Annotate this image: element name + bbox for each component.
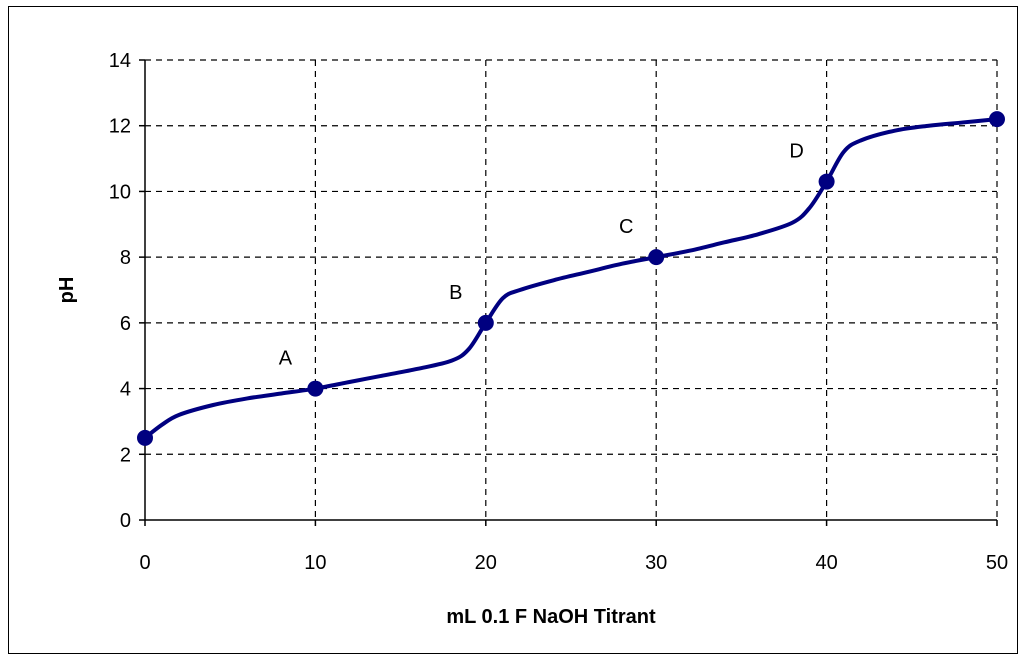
y-tick-label: 2 bbox=[120, 444, 131, 466]
point-label-c: C bbox=[619, 216, 633, 238]
data-point-marker bbox=[477, 314, 494, 331]
data-point-marker bbox=[137, 429, 153, 446]
data-point-marker bbox=[648, 249, 665, 266]
data-point-marker bbox=[989, 111, 1005, 128]
data-point-marker bbox=[307, 380, 324, 397]
point-label-a: A bbox=[279, 348, 293, 370]
y-tick-label: 14 bbox=[109, 50, 131, 72]
y-axis-title: pH bbox=[56, 277, 78, 304]
x-tick-label: 10 bbox=[304, 552, 326, 574]
y-tick-label: 10 bbox=[109, 181, 131, 203]
titration-curve bbox=[143, 117, 999, 440]
point-label-d: D bbox=[789, 141, 803, 163]
x-tick-label: 40 bbox=[815, 552, 837, 574]
y-tick-label: 6 bbox=[120, 313, 131, 335]
x-tick-label: 20 bbox=[475, 552, 497, 574]
x-tick-label: 50 bbox=[986, 552, 1008, 574]
x-tick-label: 0 bbox=[139, 552, 150, 574]
chart-frame bbox=[8, 6, 1018, 654]
y-tick-label: 0 bbox=[120, 510, 131, 532]
point-label-b: B bbox=[449, 282, 462, 304]
data-point-marker bbox=[818, 173, 835, 190]
x-axis-title: mL 0.1 F NaOH Titrant bbox=[446, 606, 656, 628]
y-tick-label: 4 bbox=[120, 379, 131, 401]
y-tick-label: 8 bbox=[120, 247, 131, 269]
y-tick-label: 12 bbox=[109, 116, 131, 138]
x-tick-label: 30 bbox=[645, 552, 667, 574]
